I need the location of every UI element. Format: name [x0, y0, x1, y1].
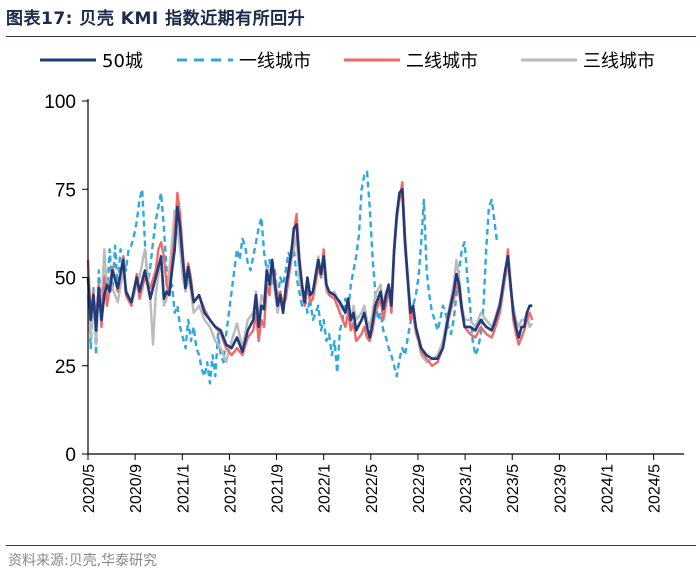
y-tick-label: 50 [55, 269, 76, 290]
x-tick-label: 2022/1 [317, 464, 334, 513]
x-tick-label: 2020/5 [81, 464, 98, 513]
x-tick-label: 2020/9 [128, 464, 145, 513]
y-tick-label: 100 [44, 92, 76, 113]
legend-label: 二线城市 [406, 51, 478, 72]
y-tick-label: 25 [55, 357, 76, 378]
x-tick-label: 2022/5 [364, 464, 381, 513]
figure-title: 图表17: 贝壳 KMI 指数近期有所回升 [6, 9, 306, 29]
x-tick-label: 2024/5 [647, 464, 664, 513]
title-divider [6, 36, 696, 37]
y-axis-ticks: 0 25 50 75 100 [44, 92, 88, 466]
source-divider [6, 545, 696, 546]
legend-label: 50城 [102, 51, 143, 72]
x-tick-label: 2024/1 [600, 464, 617, 513]
x-tick-label: 2023/9 [552, 464, 569, 513]
legend-label: 一线城市 [239, 51, 311, 72]
x-axis-ticks: 2020/5 2020/9 2021/1 2021/5 2021/9 2022/1 2022… [81, 454, 664, 513]
x-tick-label: 2021/9 [270, 464, 287, 513]
y-tick-label: 0 [65, 445, 76, 466]
x-tick-label: 2023/1 [458, 464, 475, 513]
legend-label: 三线城市 [583, 51, 655, 72]
x-tick-label: 2021/5 [222, 464, 239, 513]
x-tick-label: 2021/1 [175, 464, 192, 513]
series-line-3 [86, 181, 534, 367]
series-line-2 [86, 170, 499, 385]
series-lines [86, 170, 534, 385]
x-tick-label: 2023/5 [505, 464, 522, 513]
x-tick-label: 2022/9 [411, 464, 428, 513]
source-note: 资料来源:贝壳,华泰研究 [8, 553, 158, 569]
axes [87, 99, 684, 455]
series-line-1 [86, 188, 533, 360]
y-tick-label: 75 [55, 180, 76, 201]
legend: 50城 一线城市 二线城市 三线城市 [40, 51, 655, 72]
